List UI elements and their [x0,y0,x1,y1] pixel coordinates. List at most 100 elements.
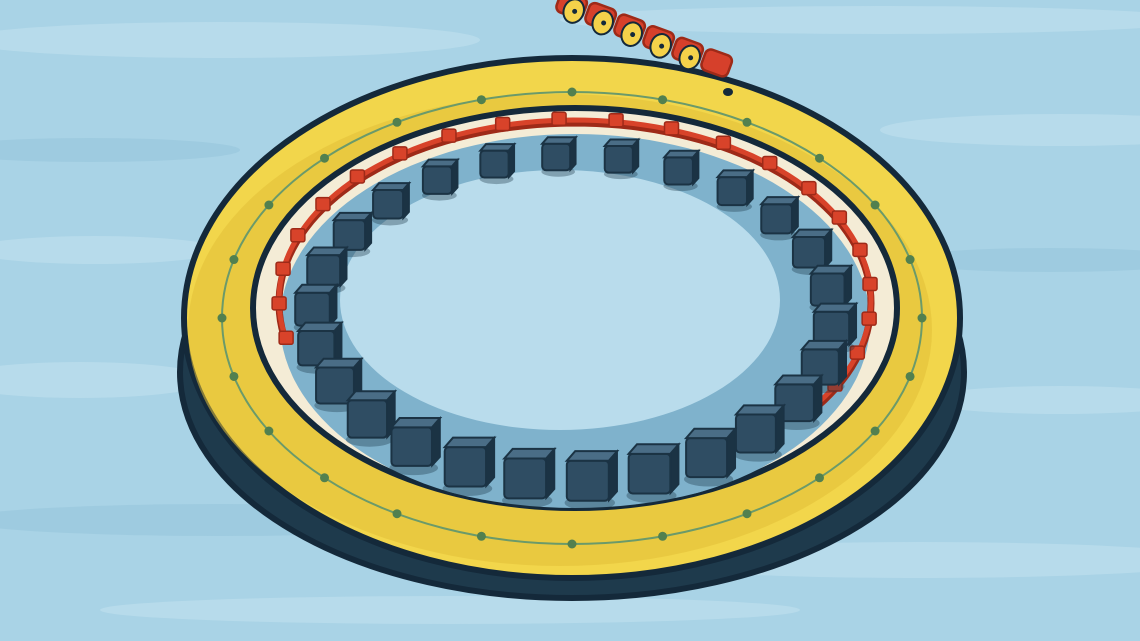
beam-marker [551,111,567,127]
track-dot [814,473,824,483]
magnet-side [545,446,556,501]
magnet-block [790,227,834,275]
magnet-side [507,142,516,180]
beam-marker [715,135,732,151]
magnet-side [843,263,853,308]
particle [613,13,647,47]
magnet-block [420,157,460,201]
beam-marker [275,261,291,276]
sky-streak [0,138,240,162]
track-dot [264,426,274,436]
magnet-side [824,227,833,270]
magnet-front [685,437,729,479]
magnet-side [364,210,373,252]
magnet-front [791,236,827,269]
particle-core [688,55,694,61]
track-dot [870,426,880,436]
magnet-side [451,157,459,196]
magnet-side [813,373,823,424]
beam-marker [315,196,331,212]
beam-marker [441,128,457,143]
magnet-side [692,148,700,187]
track-dot [229,255,239,265]
inner-floor-lit [340,170,780,430]
beam-marker [278,330,294,346]
particle [700,48,734,78]
particle-core [601,20,607,26]
magnet-block [733,403,787,462]
track-dot [229,371,239,381]
track-dot [814,153,824,163]
magnet-side [632,137,640,175]
particle-core [572,8,578,14]
magnet-front [294,291,331,327]
sky-streak [100,596,800,624]
magnet-front [443,446,488,488]
magnet-block [715,168,756,212]
beam-pipe-line [276,117,874,418]
beam-marker [852,242,868,258]
track-dot [392,509,402,519]
track-dot [392,117,402,127]
beam-marker [349,169,366,184]
magnet-block [502,446,557,508]
magnet-front [315,366,355,405]
magnet-block [331,210,374,258]
track-dot [658,95,668,105]
beam-marker [861,311,877,326]
beam-marker [271,296,287,311]
magnet-side [726,426,737,480]
beam-marker [608,112,624,128]
magnet-blocks [293,135,859,511]
beam-marker [849,345,866,360]
sky-streaks [0,6,1140,624]
magnet-side [485,435,496,489]
particle-core [659,43,665,49]
magnet-block [773,373,824,430]
track-dot [870,200,880,210]
track-dot [742,117,752,127]
magnet-front [760,203,793,235]
magnet-side [329,282,338,328]
magnet-side [569,135,577,173]
magnet-side [848,301,858,348]
track-dot [567,539,577,549]
track-dot [320,473,330,483]
sky-streak [880,114,1140,146]
magnet-front [809,272,846,307]
magnet-front [627,452,672,495]
magnet-block [478,142,517,185]
particle-core [630,32,636,38]
magnet-side [339,245,348,289]
magnet-side [791,195,799,236]
magnet-front [716,176,749,207]
magnet-block [759,195,801,241]
magnet-side [333,320,343,368]
particle [555,0,589,24]
magnet-block [626,442,681,504]
magnet-side [431,416,441,468]
magnet-front [479,149,510,179]
track-dot [905,255,915,265]
magnet-block [389,416,443,476]
magnet-front [346,399,389,439]
sky-streak [0,362,210,398]
magnet-front [372,188,405,220]
sky-streak [560,6,1140,34]
magnet-front [663,156,694,186]
track-dot [905,371,915,381]
magnet-front [541,142,572,172]
particle [642,25,676,59]
magnet-side [402,181,410,221]
beam-marker [862,276,878,292]
magnet-block [683,426,738,487]
magnet-block [662,148,701,192]
magnet-side [669,442,680,496]
magnet-front [503,457,548,500]
sky-streak [0,236,220,264]
magnet-side [746,168,754,208]
magnet-side [838,338,848,387]
magnet-front [421,165,453,195]
magnet-front [306,254,342,288]
